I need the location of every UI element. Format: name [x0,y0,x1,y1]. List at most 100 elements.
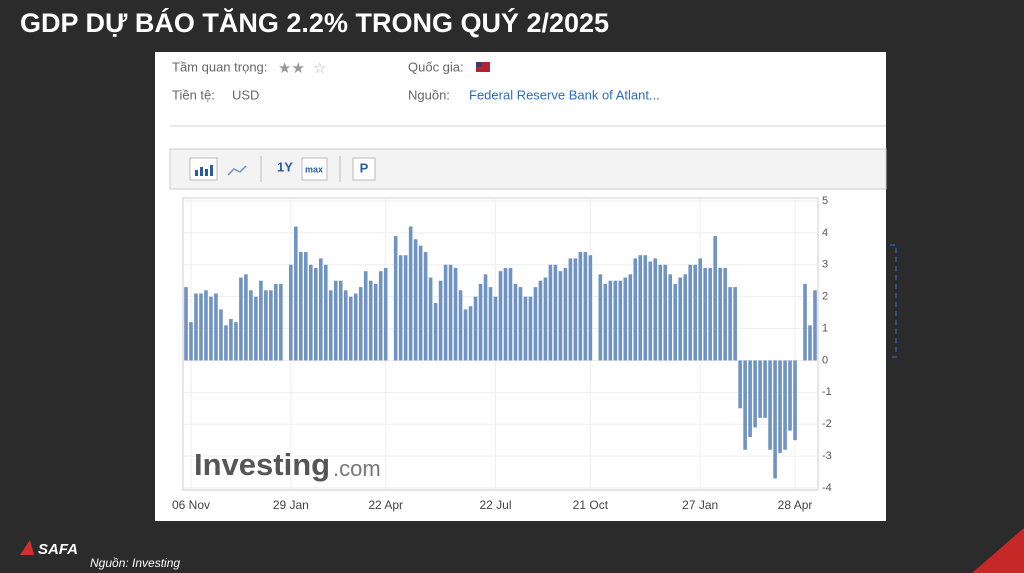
info-label: Tiền tệ: [172,87,215,102]
bar [413,239,418,361]
bar [363,271,368,361]
bar [723,267,727,361]
range-button[interactable]: max [305,164,323,174]
bar [423,252,428,361]
bar [558,271,563,361]
bar [483,274,488,361]
bar [403,255,408,361]
info-value: USD [232,87,259,102]
corner [972,528,1024,573]
y-tick-label: -1 [822,386,832,398]
info-label: Tầm quan trọng: [172,59,267,74]
toolbar [169,148,887,190]
range-button[interactable]: 1Y [277,159,293,174]
logo-mark [20,540,34,555]
bar [373,283,378,361]
bar [224,325,228,361]
bar [269,290,273,361]
p-button[interactable] [352,157,376,181]
bar [453,267,458,361]
bar [688,264,692,361]
bar [518,287,523,361]
y-tick-label: 4 [822,227,828,239]
bar [563,267,568,361]
bar [753,360,757,428]
stars: ★★ [278,60,305,77]
bar [728,287,732,361]
bar [318,258,323,361]
y-tick-label: 0 [822,354,828,366]
footer-source: Nguồn: Investing [90,556,180,570]
p-label[interactable]: P [360,160,369,175]
bar [448,264,453,361]
bar [673,283,678,361]
bar [528,296,533,361]
max-button[interactable] [301,157,328,181]
bar [368,280,373,361]
x-tick-label: 22 Apr [368,498,403,512]
bar [568,258,573,361]
bar [328,290,333,361]
bar [588,255,593,361]
x-tick-label: 28 Apr [778,498,813,512]
bar [603,283,608,361]
bar [313,267,318,361]
x-tick-label: 21 Oct [573,498,609,512]
bar [468,306,473,361]
bar [264,290,268,361]
x-tick-label: 27 Jan [682,498,718,512]
bar [343,290,348,361]
info-label: Nguồn: [408,87,450,102]
x-tick-label: 22 Jul [479,498,511,512]
bar [683,274,688,361]
bar [383,267,388,361]
bar [259,280,263,361]
bar [523,296,528,361]
bar [533,287,538,361]
bar [633,258,638,361]
bar [249,290,253,361]
source-link[interactable]: Federal Reserve Bank of Atlant... [469,87,660,102]
bar [813,290,817,361]
bar [503,267,508,361]
bar [229,318,233,361]
y-tick-label: -2 [822,418,832,430]
bar [733,287,737,361]
bar [418,245,423,361]
bar [428,277,433,361]
bar [773,360,777,479]
bar [338,280,343,361]
bar [244,274,248,361]
bar [478,283,483,361]
bar [348,296,353,361]
bar [219,309,223,361]
bar [199,293,203,361]
y-tick-label: -4 [822,482,832,494]
bar [239,277,243,361]
bar [783,360,787,450]
logo: SAFA [38,541,78,558]
bar [803,283,807,361]
bar [498,271,503,361]
bar [204,290,208,361]
watermark-suffix: .com [333,456,381,481]
bar [358,287,363,361]
star-empty: ☆ [313,60,326,77]
bar [713,236,717,361]
bar [553,264,558,361]
bar [598,274,603,361]
bar [763,360,767,418]
bar [289,264,293,361]
bar [793,360,797,441]
bar [678,277,683,361]
bar [473,296,478,361]
bar [748,360,752,437]
y-tick-label: 2 [822,291,828,303]
y-tick-label: 3 [822,259,828,271]
y-tick-label: 5 [822,195,828,207]
bar [628,274,633,361]
line-button[interactable] [227,165,247,176]
bar [309,264,313,361]
bar [738,360,742,409]
bar [758,360,762,418]
